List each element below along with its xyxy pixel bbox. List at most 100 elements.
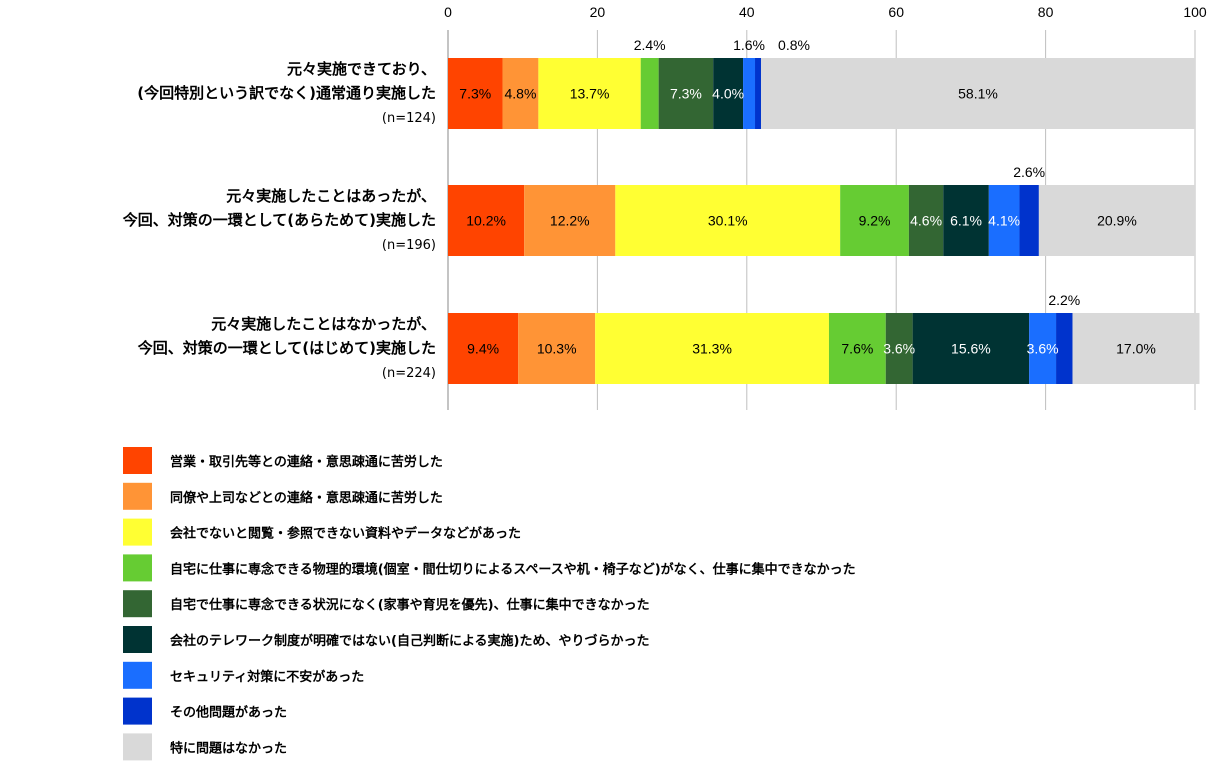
legend-item: 営業・取引先等との連絡・意思疎通に苦労した [123, 447, 443, 474]
legend-swatch [123, 518, 152, 546]
x-tick-label: 100 [1183, 4, 1207, 20]
legend-item: 自宅で仕事に専念できる状況になく(家事や育児を優先)、仕事に集中できなかった [123, 590, 650, 618]
bar-segment [518, 313, 596, 384]
data-label: 10.3% [537, 341, 577, 357]
legend-swatch [123, 661, 152, 689]
legend-item: 会社でないと閲覧・参照できない資料やデータなどがあった [123, 518, 521, 546]
bar-segment [755, 58, 761, 129]
legend-label: 自宅で仕事に専念できる状況になく(家事や育児を優先)、仕事に集中できなかった [170, 597, 650, 613]
bar-segment [1072, 313, 1200, 384]
legend-swatch [123, 447, 152, 474]
x-tick-label: 20 [590, 4, 606, 20]
legend-item: その他問題があった [123, 697, 287, 725]
category-label: 元々実施できており、 (今回特別という訳でなく)通常通り実施した (n=124) [137, 60, 436, 126]
category-label-line: 今回、対策の一環として(あらためて)実施した [122, 211, 436, 229]
bar-segment [840, 185, 909, 256]
category-label: 元々実施したことはあったが、今回、対策の一環として(あらためて)実施した (n=1… [122, 187, 436, 253]
legend-label: その他問題があった [170, 705, 287, 721]
legend-swatch [123, 626, 152, 653]
category-label-line: 元々実施できており、 [287, 60, 436, 78]
category-label-line: (今回特別という訳でなく)通常通り実施した [137, 84, 436, 102]
x-tick-label: 80 [1038, 4, 1054, 20]
data-label: 1.6% [733, 37, 765, 53]
data-label: 6.1% [950, 213, 982, 229]
data-label: 58.1% [958, 86, 998, 102]
data-label: 15.6% [951, 341, 991, 357]
data-label: 7.6% [841, 341, 873, 357]
bar-segment [743, 58, 756, 129]
data-label: 17.0% [1116, 341, 1156, 357]
data-label: 2.4% [634, 37, 666, 53]
category-n-label: (n=196) [382, 238, 436, 253]
data-label: 0.8% [778, 37, 810, 53]
legend-label: 営業・取引先等との連絡・意思疎通に苦労した [170, 454, 443, 470]
bar-segment [448, 58, 503, 129]
x-tick-label: 40 [739, 4, 755, 20]
legend-label: 会社でないと閲覧・参照できない資料やデータなどがあった [170, 526, 521, 542]
bar-segment [988, 185, 1020, 256]
legend-label: セキュリティ対策に不安があった [170, 669, 364, 685]
data-label: 2.2% [1048, 292, 1080, 308]
bar-segment [595, 313, 829, 384]
data-label: 20.9% [1097, 213, 1137, 229]
category-label-line: 今回、対策の一環として(はじめて)実施した [137, 339, 436, 357]
legend-item: 特に問題はなかった [123, 733, 287, 761]
data-label: 30.1% [708, 213, 748, 229]
legend-label: 同僚や上司などとの連絡・意思疎通に苦労した [170, 490, 443, 506]
category-label-line: 元々実施したことはあったが、 [226, 187, 436, 205]
legend-swatch [123, 590, 152, 618]
x-tick-label: 0 [444, 4, 452, 20]
legend-item: 同僚や上司などとの連絡・意思疎通に苦労した [123, 482, 443, 510]
bar-segment [640, 58, 659, 129]
data-label: 4.1% [988, 213, 1020, 229]
data-label: 7.3% [670, 86, 702, 102]
legend-label: 会社のテレワーク制度が明確ではない(自己判断による実施)ため、やりづらかった [170, 633, 650, 649]
data-label: 4.8% [504, 86, 536, 102]
bar-segment [1019, 185, 1039, 256]
category-n-label: (n=124) [382, 111, 436, 126]
x-axis-ticks: 0 20 40 60 80 100 [444, 4, 1207, 20]
bar-segment [538, 58, 641, 129]
bars [448, 58, 1200, 384]
bar-segment [658, 58, 714, 129]
data-label: 13.7% [570, 86, 610, 102]
bar-segment [912, 313, 1030, 384]
bar-segment [828, 313, 886, 384]
data-labels: 7.3% 10.2% 9.4% 4.8% 12.2% 10.3% 13.7% 30.1% 31.… [459, 37, 1156, 357]
bar-segment [502, 58, 539, 129]
category-labels: 元々実施できており、(今回特別という訳でなく)通常通り実施した(n=124)元々… [122, 60, 436, 381]
data-label: 4.0% [712, 86, 744, 102]
data-label: 9.2% [859, 213, 891, 229]
legend-item: セキュリティ対策に不安があった [123, 661, 364, 689]
bar-segment [448, 313, 519, 384]
legend-swatch [123, 482, 152, 510]
bar-segment [448, 185, 525, 256]
bar-segment [885, 313, 913, 384]
legend-label: 特に問題はなかった [170, 740, 287, 756]
data-label: 10.2% [466, 213, 506, 229]
legend-swatch [123, 697, 152, 725]
legend-item: 会社のテレワーク制度が明確ではない(自己判断による実施)ため、やりづらかった [123, 626, 650, 653]
legend: 営業・取引先等との連絡・意思疎通に苦労した同僚や上司などとの連絡・意思疎通に苦労… [123, 447, 856, 761]
data-label: 2.6% [1013, 164, 1045, 180]
legend-swatch [123, 554, 152, 582]
bar-segment [1056, 313, 1073, 384]
data-label: 9.4% [467, 341, 499, 357]
category-label-line: 元々実施したことはなかったが、 [211, 315, 436, 333]
data-label: 4.6% [910, 213, 942, 229]
legend-label: 自宅に仕事に専念できる物理的環境(個室・間仕切りによるスペースや机・椅子など)が… [170, 561, 856, 577]
bar-segment [760, 58, 1195, 129]
data-label: 3.6% [883, 341, 915, 357]
bar-segment [524, 185, 616, 256]
bar-segment [943, 185, 989, 256]
data-label: 3.6% [1027, 341, 1059, 357]
category-n-label: (n=224) [382, 366, 436, 381]
data-label: 31.3% [692, 341, 732, 357]
bar-segment [615, 185, 841, 256]
x-tick-label: 60 [888, 4, 904, 20]
data-label: 7.3% [459, 86, 491, 102]
bar-segment [908, 185, 944, 256]
bar-segment [1029, 313, 1057, 384]
data-label: 12.2% [550, 213, 590, 229]
